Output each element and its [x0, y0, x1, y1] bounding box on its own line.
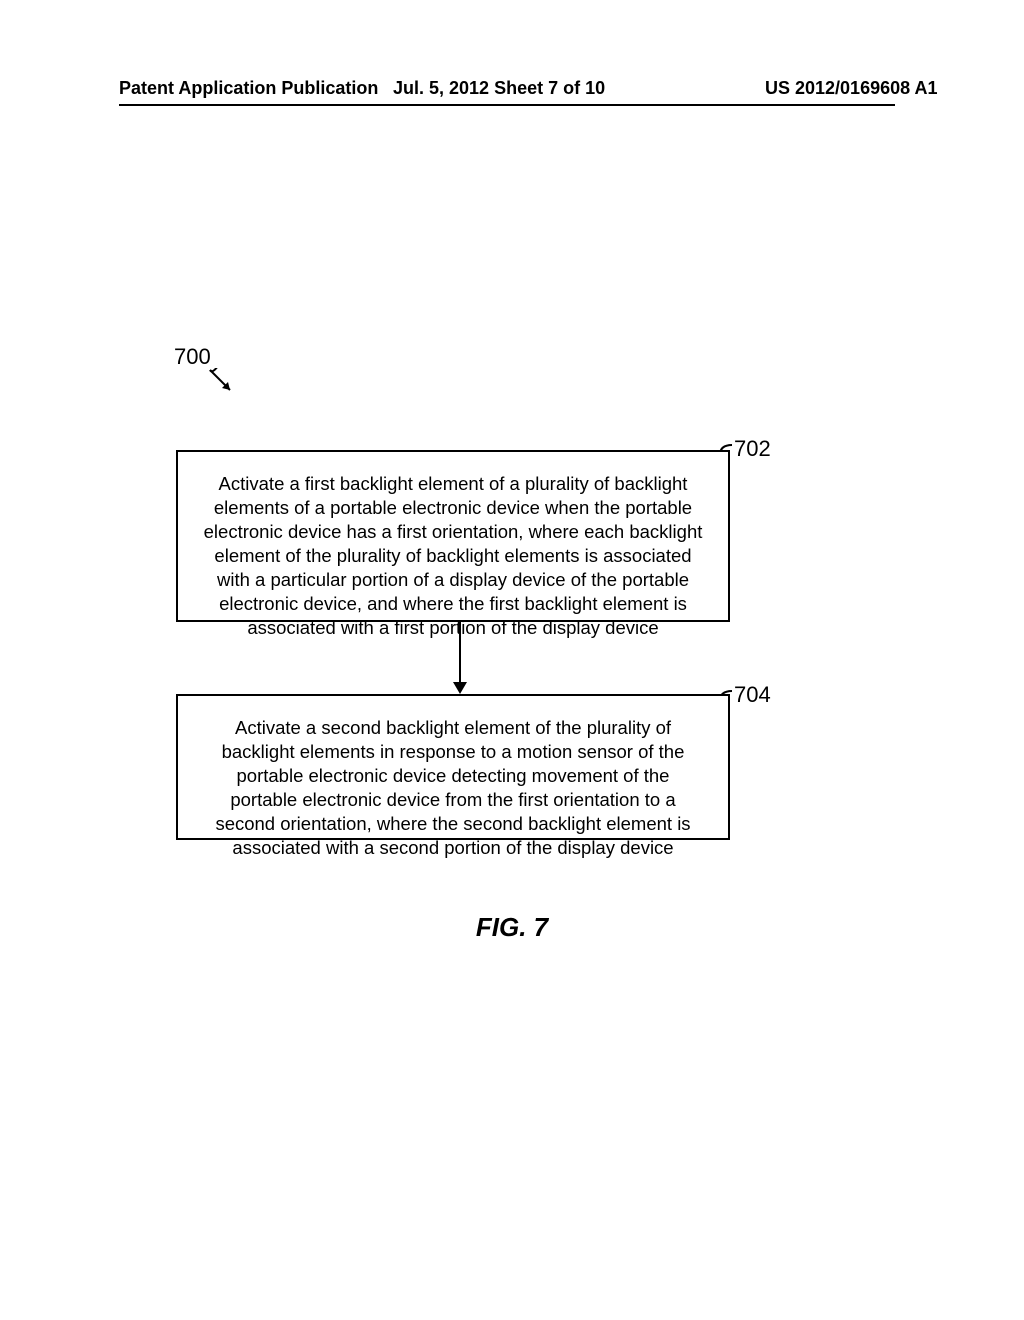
- connector-arrow-icon: [450, 622, 470, 696]
- figure-label: FIG. 7: [0, 912, 1024, 943]
- flowchart-box-704: Activate a second backlight element of t…: [176, 694, 730, 840]
- ref-700-label: 700: [174, 344, 211, 370]
- box-704-text: Activate a second backlight element of t…: [215, 717, 690, 858]
- header-left-text: Patent Application Publication: [119, 78, 378, 99]
- page: Patent Application Publication Jul. 5, 2…: [0, 0, 1024, 1320]
- ref-702-label: 702: [734, 436, 771, 462]
- header-rule: [119, 104, 895, 106]
- header-center-text: Jul. 5, 2012 Sheet 7 of 10: [393, 78, 605, 99]
- arrow-700-icon: [208, 368, 248, 408]
- ref-704-label: 704: [734, 682, 771, 708]
- header-right-text: US 2012/0169608 A1: [765, 78, 937, 99]
- flowchart-box-702: Activate a first backlight element of a …: [176, 450, 730, 622]
- box-702-text: Activate a first backlight element of a …: [204, 473, 703, 638]
